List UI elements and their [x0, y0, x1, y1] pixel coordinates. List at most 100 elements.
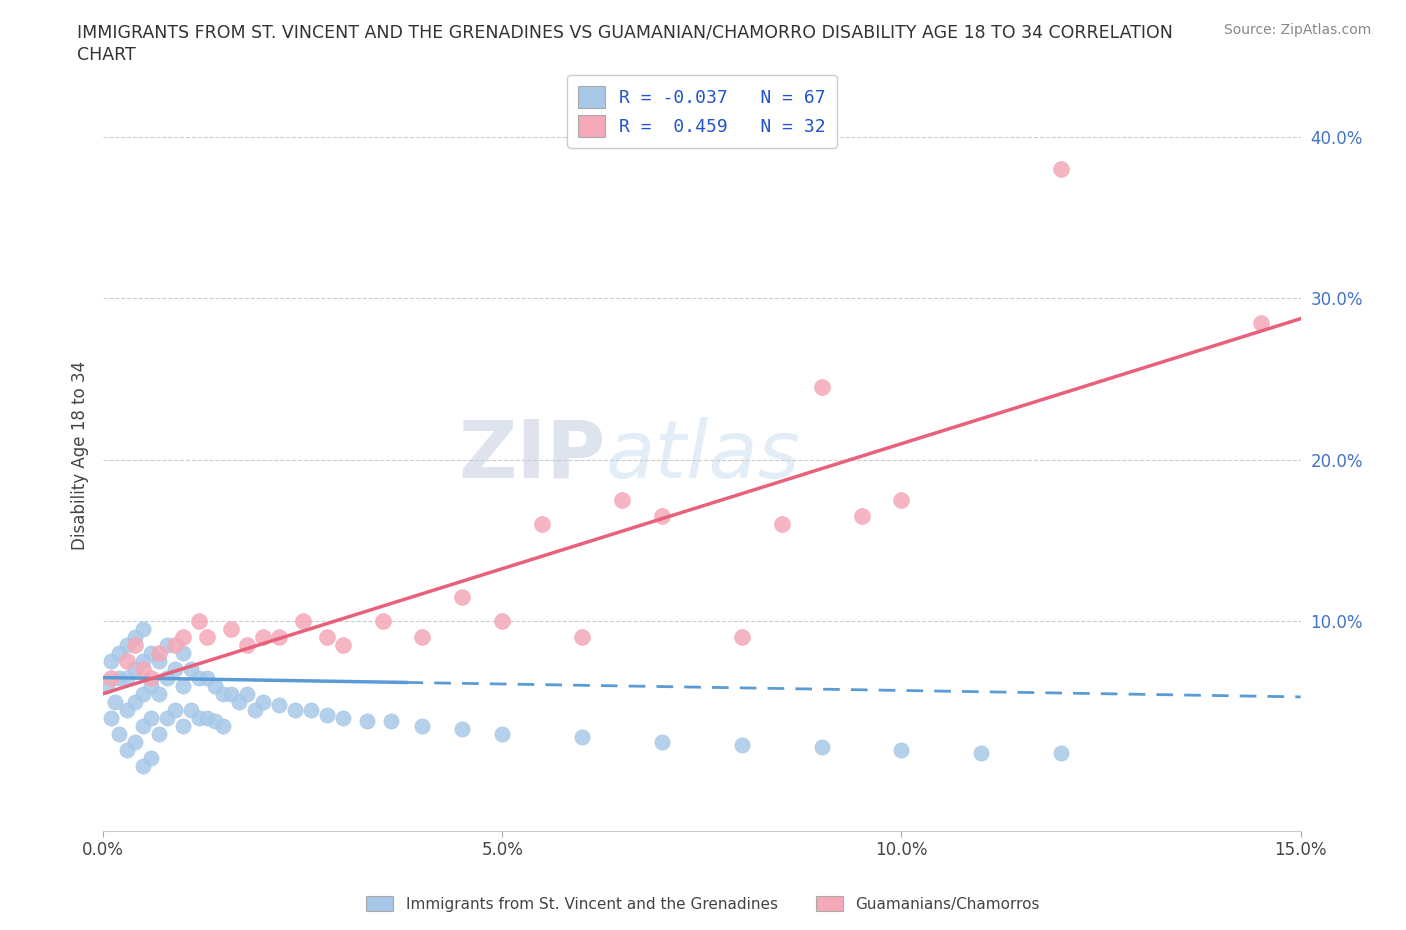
Text: ZIP: ZIP — [458, 417, 606, 495]
Point — [132, 719, 155, 734]
Point — [491, 726, 513, 741]
Point — [451, 590, 474, 604]
Point — [315, 707, 337, 722]
Point — [731, 630, 754, 644]
Point — [96, 678, 118, 693]
Point — [332, 711, 354, 725]
Point — [332, 638, 354, 653]
Point — [124, 735, 146, 750]
Point — [219, 622, 242, 637]
Point — [132, 759, 155, 774]
Point — [132, 654, 155, 669]
Point — [219, 686, 242, 701]
Point — [651, 509, 673, 524]
Point — [411, 719, 433, 734]
Point — [108, 646, 131, 661]
Point — [252, 630, 274, 644]
Point — [356, 713, 378, 728]
Point — [371, 614, 394, 629]
Point — [810, 379, 832, 394]
Point — [172, 646, 194, 661]
Point — [195, 630, 218, 644]
Point — [284, 702, 307, 717]
Point — [195, 711, 218, 725]
Point — [267, 630, 290, 644]
Point — [252, 695, 274, 710]
Point — [810, 739, 832, 754]
Point — [156, 711, 179, 725]
Point — [139, 678, 162, 693]
Point — [139, 671, 162, 685]
Point — [267, 698, 290, 712]
Point — [139, 751, 162, 765]
Point — [571, 630, 593, 644]
Point — [1250, 315, 1272, 330]
Point — [115, 671, 138, 685]
Point — [148, 686, 170, 701]
Legend: R = -0.037   N = 67, R =  0.459   N = 32: R = -0.037 N = 67, R = 0.459 N = 32 — [567, 74, 837, 148]
Point — [1050, 162, 1073, 177]
Point — [204, 678, 226, 693]
Point — [491, 614, 513, 629]
Point — [187, 671, 209, 685]
Point — [172, 630, 194, 644]
Point — [610, 493, 633, 508]
Point — [212, 686, 235, 701]
Point — [651, 735, 673, 750]
Point — [411, 630, 433, 644]
Text: Source: ZipAtlas.com: Source: ZipAtlas.com — [1223, 23, 1371, 37]
Point — [148, 646, 170, 661]
Point — [531, 517, 554, 532]
Point — [172, 678, 194, 693]
Point — [115, 702, 138, 717]
Point — [236, 638, 259, 653]
Point — [115, 743, 138, 758]
Y-axis label: Disability Age 18 to 34: Disability Age 18 to 34 — [72, 361, 89, 551]
Point — [132, 662, 155, 677]
Point — [100, 671, 122, 685]
Point — [851, 509, 873, 524]
Point — [187, 614, 209, 629]
Text: CHART: CHART — [77, 46, 136, 64]
Point — [187, 711, 209, 725]
Point — [204, 713, 226, 728]
Point — [731, 737, 754, 752]
Point — [148, 726, 170, 741]
Point — [451, 722, 474, 737]
Point — [970, 746, 993, 761]
Point — [163, 638, 186, 653]
Point — [890, 493, 912, 508]
Point — [890, 743, 912, 758]
Point — [315, 630, 337, 644]
Point — [156, 671, 179, 685]
Point — [139, 711, 162, 725]
Point — [115, 638, 138, 653]
Point — [195, 671, 218, 685]
Point — [132, 686, 155, 701]
Point — [132, 622, 155, 637]
Point — [124, 695, 146, 710]
Point — [108, 726, 131, 741]
Text: IMMIGRANTS FROM ST. VINCENT AND THE GRENADINES VS GUAMANIAN/CHAMORRO DISABILITY : IMMIGRANTS FROM ST. VINCENT AND THE GREN… — [77, 23, 1173, 41]
Point — [180, 662, 202, 677]
Point — [124, 638, 146, 653]
Point — [100, 654, 122, 669]
Point — [228, 695, 250, 710]
Point — [104, 695, 127, 710]
Point — [299, 702, 322, 717]
Point — [163, 662, 186, 677]
Point — [770, 517, 793, 532]
Point — [180, 702, 202, 717]
Point — [115, 654, 138, 669]
Point — [380, 713, 402, 728]
Point — [1050, 746, 1073, 761]
Point — [212, 719, 235, 734]
Point — [148, 654, 170, 669]
Point — [139, 646, 162, 661]
Text: atlas: atlas — [606, 417, 801, 495]
Legend: Immigrants from St. Vincent and the Grenadines, Guamanians/Chamorros: Immigrants from St. Vincent and the Gren… — [360, 889, 1046, 918]
Point — [124, 630, 146, 644]
Point — [163, 702, 186, 717]
Point — [156, 638, 179, 653]
Point — [236, 686, 259, 701]
